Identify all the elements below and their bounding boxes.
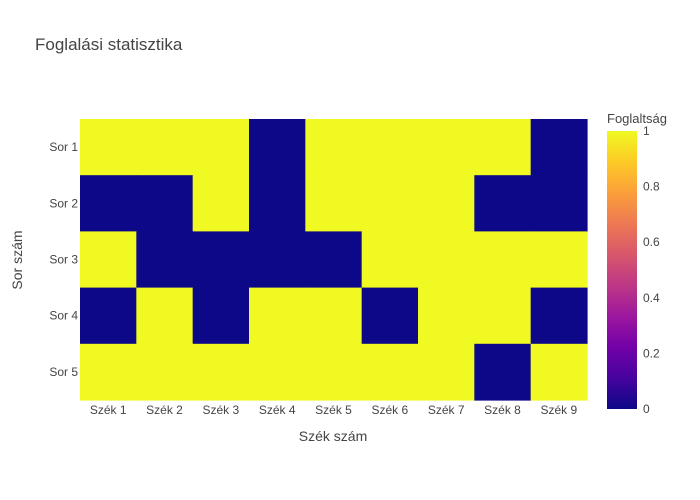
x-tick-label: Szék 5	[315, 403, 352, 417]
heatmap-cell	[192, 231, 250, 289]
heatmap-cell	[361, 343, 419, 401]
heatmap-cell	[418, 175, 475, 232]
heatmap-cell	[136, 175, 194, 232]
heatmap-cell	[361, 119, 419, 176]
colorbar-tick-label: 1	[643, 124, 650, 138]
heatmap-cell	[136, 231, 194, 289]
colorbar-tick-label: 0.4	[643, 291, 660, 305]
x-tick-label: Szék 7	[428, 403, 465, 417]
heatmap-cell	[249, 343, 306, 401]
heatmap-cell	[192, 343, 250, 401]
heatmap-cell	[361, 231, 419, 289]
heatmap-cell	[249, 175, 306, 232]
heatmap-cell	[80, 175, 137, 232]
x-tick-label: Szék 9	[540, 403, 577, 417]
heatmap-cell	[530, 175, 588, 232]
heatmap-cell	[361, 175, 419, 232]
heatmap-cell	[136, 119, 194, 176]
heatmap-cell	[305, 287, 363, 345]
chart-title: Foglalási statisztika	[35, 35, 183, 54]
heatmap-cell	[136, 287, 194, 345]
x-tick-label: Szék 4	[259, 403, 296, 417]
heatmap-cell	[361, 287, 419, 345]
heatmap-cell	[80, 119, 137, 176]
heatmap-cell	[305, 119, 363, 176]
y-axis-title: Sor szám	[9, 230, 25, 289]
heatmap-cell	[530, 287, 588, 345]
heatmap-cell	[192, 287, 250, 345]
heatmap-cell	[80, 231, 137, 289]
heatmap-cell	[474, 343, 532, 401]
heatmap-cell	[418, 343, 475, 401]
colorbar-ticks: 0 0.2 0.4 0.6 0.8 1	[643, 124, 660, 416]
heatmap-cell	[305, 175, 363, 232]
y-tick-label: Sor 4	[49, 309, 78, 323]
heatmap-cell	[80, 287, 137, 345]
heatmap-cell	[305, 231, 363, 289]
heatmap-cell	[474, 287, 532, 345]
x-tick-label: Szék 8	[484, 403, 521, 417]
colorbar-tick-label: 0.2	[643, 346, 660, 360]
y-tick-label: Sor 1	[49, 140, 78, 154]
heatmap-cell	[418, 119, 475, 176]
heatmap-cell	[418, 287, 475, 345]
x-axis-ticks: Szék 1 Szék 2 Szék 3 Szék 4 Szék 5 Szék 6 Szék…	[90, 403, 578, 417]
colorbar: Foglaltság 0 0.2 0.4 0.6 0.8 1	[607, 111, 667, 416]
heatmap-cell	[418, 231, 475, 289]
y-tick-label: Sor 5	[49, 365, 78, 379]
colorbar-tick-label: 0	[643, 402, 650, 416]
heatmap-cell	[530, 231, 588, 289]
heatmap-cell	[305, 343, 363, 401]
heatmap-cell	[474, 175, 532, 232]
heatmap-cell	[474, 231, 532, 289]
x-tick-label: Szék 2	[146, 403, 183, 417]
heatmap-cell	[80, 343, 137, 401]
heatmap-cell	[136, 343, 194, 401]
heatmap-cells	[80, 119, 588, 401]
x-tick-label: Szék 3	[202, 403, 239, 417]
heatmap-cell	[249, 287, 306, 345]
heatmap-cell	[530, 343, 588, 401]
colorbar-gradient	[607, 131, 637, 409]
y-axis-ticks: Sor 1 Sor 2 Sor 3 Sor 4 Sor 5	[49, 140, 78, 379]
x-tick-label: Szék 6	[371, 403, 408, 417]
heatmap-cell	[192, 175, 250, 232]
heatmap-cell	[249, 231, 306, 289]
y-tick-label: Sor 3	[49, 253, 78, 267]
heatmap-cell	[249, 119, 306, 176]
x-tick-label: Szék 1	[90, 403, 127, 417]
x-axis-title: Szék szám	[299, 428, 367, 444]
y-tick-label: Sor 2	[49, 196, 78, 210]
heatmap-cell	[530, 119, 588, 176]
colorbar-title: Foglaltság	[607, 111, 667, 126]
colorbar-tick-label: 0.8	[643, 180, 660, 194]
heatmap-cell	[192, 119, 250, 176]
heatmap-cell	[474, 119, 532, 176]
colorbar-tick-label: 0.6	[643, 235, 660, 249]
